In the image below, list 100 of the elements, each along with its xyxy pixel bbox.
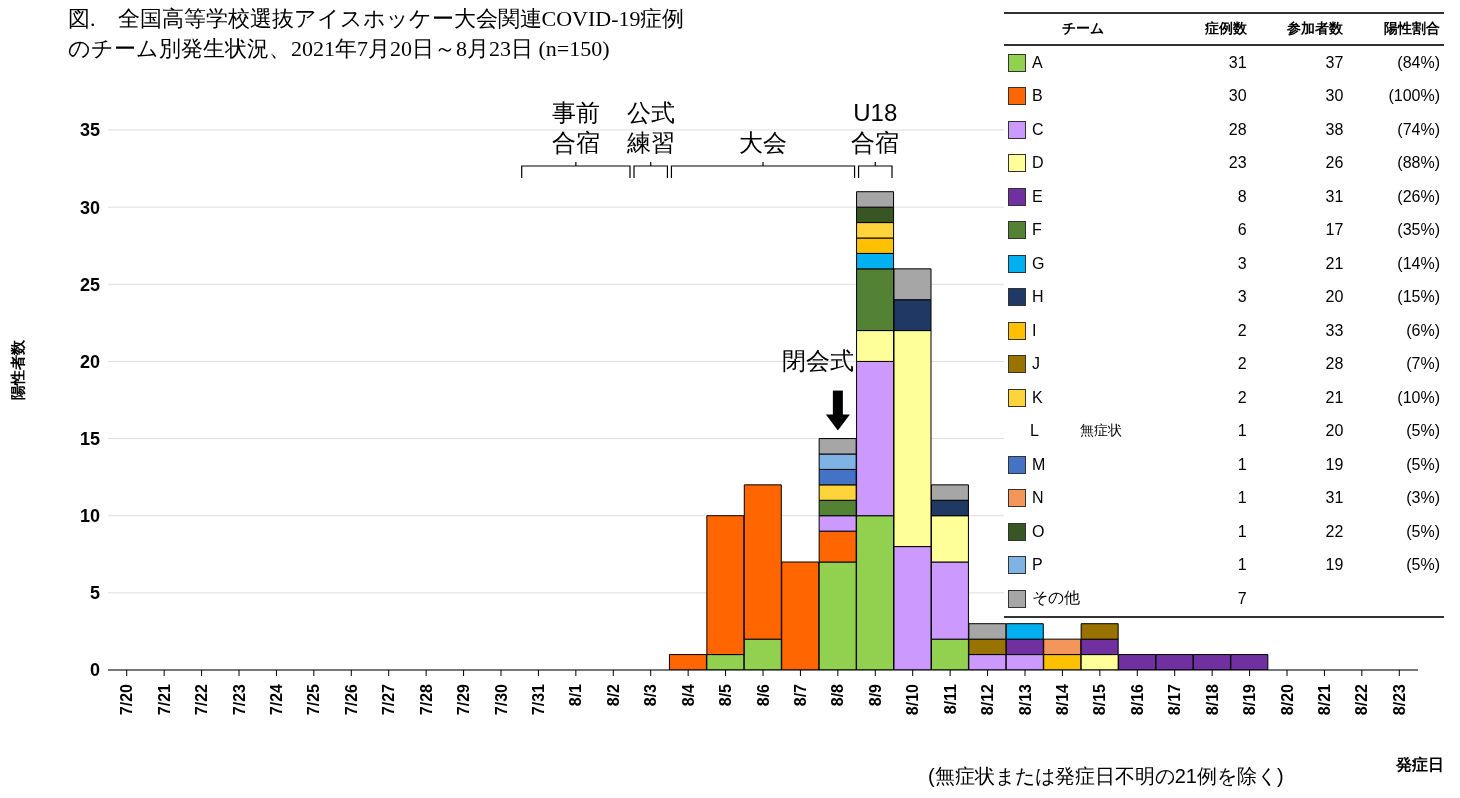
x-tick-label: 8/14 [1053,683,1071,716]
annotation: 17 [1324,221,1345,240]
annotation: 21 [1324,254,1345,273]
annotation: (10%) [1396,388,1441,407]
x-tick-label: 8/12 [979,683,997,716]
x-tick-label: 7/25 [305,683,323,716]
legend-label: G [1032,254,1046,273]
x-tick-label: 7/28 [417,683,435,716]
legend-label: J [1032,355,1041,374]
annotation: 23 [1227,154,1248,173]
x-tick-label: 8/16 [1128,683,1146,716]
x-tick-label: 8/3 [642,683,660,707]
y-tick-label: 0 [89,660,100,681]
annotation: 1 [1236,422,1248,441]
x-tick-label: 7/20 [118,683,136,716]
annotation: (15%) [1396,288,1441,307]
text: 参加者数 [1286,20,1345,38]
x-tick-label: 7/21 [155,683,173,716]
annotation: 6 [1236,221,1248,240]
x-tick-label: 8/5 [717,683,735,707]
annotation: (6%) [1405,321,1441,340]
x-axis-title: 発症日 [1396,755,1444,775]
y-tick-label: 15 [79,428,100,449]
y-tick-label: 35 [79,120,100,141]
annotation: 1 [1236,556,1248,575]
annotation: 22 [1324,522,1345,541]
annotation: 3 [1236,254,1248,273]
annotation: 1 [1236,455,1248,474]
annotation: 21 [1324,388,1345,407]
x-tick-label: 7/29 [455,683,473,716]
x-tick-label: 8/13 [1016,683,1034,716]
text: (84%) [1396,53,1441,72]
annotation: 事前合宿 [550,98,601,158]
x-tick-label: 8/7 [791,683,809,707]
annotation: (26%) [1396,187,1441,206]
x-tick-label: 8/21 [1315,683,1333,716]
annotation: 大会 [738,128,788,158]
annotation: U18合宿 [850,98,901,158]
annotation: (35%) [1396,221,1441,240]
x-tick-label: 8/17 [1166,683,1184,716]
annotation: 28 [1227,120,1248,139]
x-tick-label: 8/1 [567,683,585,707]
legend-label: D [1032,154,1045,173]
annotation: 31 [1324,489,1345,508]
text: 症例数 [1203,20,1248,38]
legend-label: I [1032,321,1038,340]
legend-label: N [1032,489,1045,508]
legend-label: M [1032,455,1047,474]
chart-title: 図. 全国高等学校選抜アイスホッケー大会関連COVID-19症例のチーム別発生状況、2021年7月20日～8月23日 (n=150) [68,5,686,63]
x-tick-label: 7/22 [193,683,211,716]
annotation: 1 [1236,522,1248,541]
x-tick-label: 8/23 [1390,683,1408,716]
text: L [1030,422,1040,441]
legend-label: その他 [1032,588,1081,609]
x-tick-label: 8/4 [679,683,697,707]
legend-label: E [1032,187,1044,206]
legend-label: P [1032,556,1044,575]
legend-label: A [1032,53,1044,72]
x-tick-label: 8/19 [1241,683,1259,716]
annotation: 33 [1324,321,1345,340]
x-tick-label: 8/10 [904,683,922,716]
text: 30 [1324,87,1345,106]
x-tick-label: 7/26 [342,683,360,716]
y-tick-label: 25 [79,274,100,295]
text: 37 [1324,53,1345,72]
annotation: 2 [1236,321,1248,340]
annotation: 2 [1236,388,1248,407]
annotation: (5%) [1405,455,1441,474]
x-tick-label: 8/8 [829,683,847,707]
x-tick-label: 8/6 [754,683,772,707]
annotation: 2 [1236,355,1248,374]
legend-label: C [1032,120,1045,139]
x-tick-label: 7/23 [230,683,248,716]
annotation: (5%) [1405,522,1441,541]
x-tick-label: 7/24 [267,683,285,716]
y-tick-label: 5 [89,583,100,604]
annotation: 1 [1236,489,1248,508]
annotation: (7%) [1405,355,1441,374]
annotation: (5%) [1405,556,1441,575]
annotation: 7 [1236,589,1248,608]
annotation: 31 [1324,187,1345,206]
annotation: 38 [1324,120,1345,139]
x-tick-label: 8/15 [1091,683,1109,716]
x-tick-label: 8/11 [941,683,959,715]
x-tick-label: 8/2 [604,683,622,707]
x-tick-label: 7/27 [380,683,398,716]
annotation: 20 [1324,422,1345,441]
legend-label: O [1032,522,1046,541]
x-tick-label: 7/30 [492,683,510,716]
text: チーム [1061,20,1106,38]
x-tick-label: 7/31 [529,683,547,716]
annotation: 19 [1324,556,1345,575]
annotation: 無症状 [1080,422,1122,441]
annotation: 26 [1324,154,1345,173]
x-tick-label: 8/18 [1203,683,1221,716]
annotation: 閉会式 [781,346,854,374]
legend-label: B [1032,87,1044,106]
legend-label: K [1032,388,1044,407]
annotation: (5%) [1405,422,1441,441]
x-tick-label: 8/22 [1353,683,1371,716]
